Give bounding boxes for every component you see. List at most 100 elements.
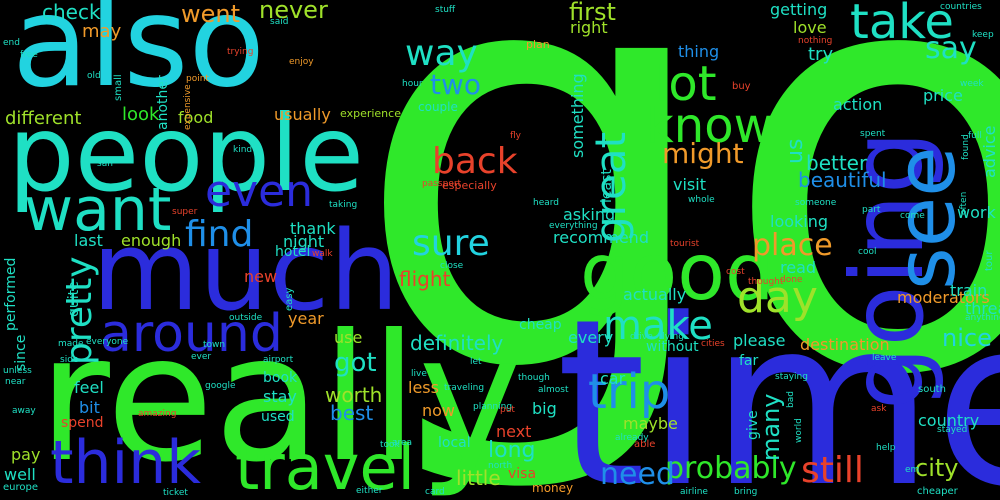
word-162: unless xyxy=(3,366,32,376)
word-65: looking xyxy=(770,212,829,231)
word-14: lot xyxy=(655,56,717,112)
word-39: never xyxy=(259,0,328,24)
word-173: walk xyxy=(312,249,333,259)
word-188: put xyxy=(500,405,515,415)
word-29: need xyxy=(600,457,675,492)
word-26: way xyxy=(405,33,478,74)
word-15: take xyxy=(850,0,954,50)
word-79: big xyxy=(532,399,557,418)
word-90: year xyxy=(288,309,324,328)
word-17: trip xyxy=(588,364,671,420)
word-2: really xyxy=(38,298,522,500)
word-117: trying xyxy=(227,47,254,57)
word-158: ticket xyxy=(163,488,188,498)
word-38: went xyxy=(181,0,241,28)
word-200: em xyxy=(905,465,920,475)
word-199: cities xyxy=(701,339,725,349)
word-127: nothing xyxy=(798,36,833,46)
word-108: another xyxy=(155,75,171,131)
word-138: tour xyxy=(984,250,995,272)
word-155: airline xyxy=(680,487,708,497)
word-121: end xyxy=(3,38,20,48)
word-19: make xyxy=(603,303,713,349)
word-156: card xyxy=(425,487,445,497)
word-64: visit xyxy=(673,175,706,194)
word-58: try xyxy=(808,44,834,65)
word-171: outside xyxy=(229,313,263,323)
word-24: sure xyxy=(412,223,490,264)
word-55: right xyxy=(570,18,608,37)
word-174: taking xyxy=(329,200,358,210)
word-57: thing xyxy=(678,42,720,61)
word-52: different xyxy=(5,108,82,129)
word-164: side xyxy=(60,355,79,365)
word-136: part xyxy=(862,205,881,215)
word-189: took xyxy=(380,440,400,450)
word-41: definitely xyxy=(410,331,504,355)
word-48: better xyxy=(806,151,868,175)
word-151: ask xyxy=(871,404,887,414)
word-128: countries xyxy=(940,2,982,12)
word-183: close xyxy=(440,261,464,271)
word-167: airport xyxy=(263,355,294,365)
word-74: train xyxy=(950,281,988,300)
word-13: know xyxy=(646,98,773,154)
word-179: heard xyxy=(533,198,560,208)
word-194: almost xyxy=(538,385,569,395)
word-134: spent xyxy=(860,129,886,139)
word-20: still xyxy=(801,450,864,491)
word-153: bad xyxy=(786,390,796,408)
word-62: action xyxy=(833,95,883,114)
word-105: quite xyxy=(66,281,82,318)
word-71: please xyxy=(733,331,786,350)
word-72: destination xyxy=(800,335,890,354)
word-34: nice xyxy=(942,324,992,352)
word-85: thank xyxy=(290,219,336,238)
word-163: made xyxy=(58,339,84,349)
word-180: everything xyxy=(549,221,598,231)
word-182: fly xyxy=(510,131,521,141)
word-9: travel xyxy=(235,431,415,500)
word-69: read xyxy=(780,258,817,277)
word-154: bring xyxy=(734,487,758,497)
word-112: money xyxy=(532,481,574,495)
word-76: country xyxy=(918,411,980,430)
word-60: getting xyxy=(770,0,828,19)
word-191: local xyxy=(438,435,471,451)
word-28: say xyxy=(925,31,977,66)
word-135: someone xyxy=(795,198,837,208)
word-83: last xyxy=(74,231,103,250)
word-67: asking xyxy=(563,205,616,224)
word-118: point xyxy=(186,74,209,84)
word-197: drive xyxy=(630,332,653,342)
word-88: new xyxy=(244,267,278,286)
word-42: long xyxy=(488,438,536,463)
word-172: easy xyxy=(284,287,295,311)
word-132: full xyxy=(968,131,982,141)
word-142: done xyxy=(780,275,803,285)
word-43: flight xyxy=(399,267,451,291)
word-59: love xyxy=(793,18,827,37)
word-97: used xyxy=(261,409,295,425)
word-198: flying xyxy=(659,332,684,342)
word-10: think xyxy=(50,428,201,498)
word-47: us xyxy=(783,138,808,165)
word-53: usually xyxy=(274,105,331,124)
word-178: passport xyxy=(422,179,462,189)
word-27: probably xyxy=(665,451,797,486)
word-175: super xyxy=(172,207,198,217)
word-86: night xyxy=(283,232,325,251)
word-16: day xyxy=(737,272,818,323)
word-166: ever xyxy=(191,352,212,362)
word-147: south xyxy=(918,384,946,395)
word-140: cost xyxy=(726,267,745,277)
word-99: without xyxy=(646,339,699,355)
word-177: kind xyxy=(233,145,253,155)
word-176: san xyxy=(97,159,113,169)
word-133: often xyxy=(959,191,969,215)
word-54: may xyxy=(82,21,122,42)
word-81: less xyxy=(408,378,439,397)
word-93: spend xyxy=(61,415,104,431)
word-100: every xyxy=(568,328,614,347)
word-129: keep xyxy=(972,30,994,40)
